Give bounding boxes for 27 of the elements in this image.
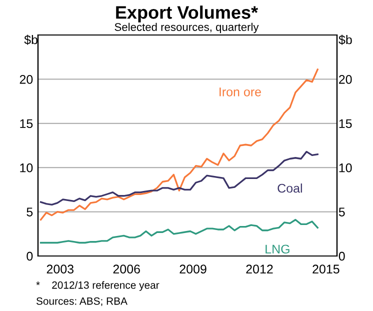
x-tick-label: 2015 — [312, 264, 340, 274]
x-tick-label: 2006 — [113, 264, 140, 274]
line-series — [40, 218, 318, 244]
y2-axis-title: $b — [338, 34, 352, 45]
chart-title: Export Volumes* — [116, 6, 258, 22]
y2-tick-label: 15 — [339, 119, 352, 128]
line-series — [40, 150, 318, 206]
source-note: Sources: ABS; RBA — [36, 297, 128, 306]
chart-subtitle: Selected resources, quarterly — [114, 22, 259, 34]
text: Iron ore — [220, 88, 261, 96]
y2-tick-label: 10 — [339, 163, 352, 172]
y-axis-title: $b — [24, 34, 38, 45]
y-tick-label: 15 — [20, 119, 33, 128]
series-label: Coal — [278, 183, 302, 193]
y2-tick-label: 0 — [338, 252, 345, 261]
y-tick-label: 0 — [26, 252, 33, 261]
y2-tick-label: 20 — [339, 75, 352, 84]
text: * 2012/13 reference year — [36, 281, 160, 291]
series-label: LNG — [266, 244, 290, 254]
x-tick-label: 2012 — [246, 264, 273, 274]
y-tick-label: 10 — [20, 163, 33, 172]
y-tick-label: 20 — [20, 75, 33, 84]
x-tick-label: 2003 — [46, 264, 74, 274]
y-tick-label: 5 — [26, 208, 33, 216]
x-tick-label: 2009 — [180, 264, 206, 274]
y2-tick-label: 5 — [338, 208, 345, 216]
line-series — [40, 68, 318, 221]
